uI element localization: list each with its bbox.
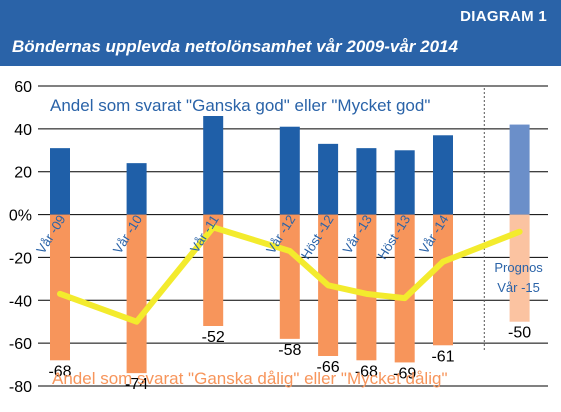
diagram-label: DIAGRAM 1 [460,8,547,25]
prognosis-label: Vår -15 [497,280,540,295]
y-tick-label: 20 [14,165,32,182]
negative-bar [50,214,70,361]
positive-bar [509,124,530,215]
y-tick-label: -40 [9,293,32,310]
negative-bar [279,214,300,339]
y-tick-label: -80 [9,379,32,396]
negative-bar [126,214,147,374]
positive-bar [279,126,300,215]
negative-data-label: -52 [202,329,225,346]
y-tick-label: 40 [14,122,32,139]
positive-bar [126,163,147,215]
negative-data-label: -61 [431,348,454,365]
positive-bar [50,148,70,215]
negative-bar [509,214,530,322]
negative-data-label: -74 [125,376,148,393]
y-tick-label: -60 [9,336,32,353]
positive-bar [356,148,377,215]
negative-data-label: -58 [278,342,301,359]
bars-layer [50,116,530,374]
positive-bar [433,135,453,215]
legend-negative: Andel som svarat "Ganska dålig" eller "M… [52,369,447,388]
chart-title: Böndernas upplevda nettolönsamhet vår 20… [12,37,458,56]
line-layer [57,224,523,325]
prognosis-label: Prognos [494,260,543,275]
positive-bar [394,150,415,215]
negative-bar [433,214,453,346]
positive-bar [318,143,339,215]
positive-bar [203,116,224,215]
y-tick-label: -20 [9,250,32,267]
negative-bar [356,214,377,361]
y-tick-label: 60 [14,79,32,96]
negative-bar [203,214,224,326]
legend-positive: Andel som svarat "Ganska god" eller "Myc… [50,96,430,115]
chart-header: DIAGRAM 1 Böndernas upplevda nettolönsam… [0,0,561,66]
negative-data-label: -68 [48,363,71,380]
negative-bar [394,214,415,363]
negative-data-label: -66 [317,359,340,376]
y-tick-label: 0% [9,208,32,225]
negative-data-label: -50 [508,325,531,342]
series-line [57,224,523,325]
negative-data-label: -69 [393,365,416,382]
negative-data-label: -68 [355,363,378,380]
